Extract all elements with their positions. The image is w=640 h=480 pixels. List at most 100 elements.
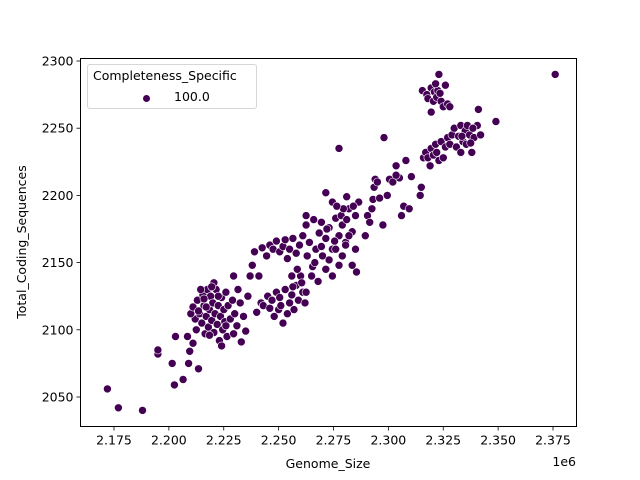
data-point [278, 318, 288, 328]
data-point [330, 236, 339, 246]
data-point [217, 341, 226, 351]
data-point [221, 287, 231, 297]
data-point [237, 337, 246, 347]
data-point [425, 161, 435, 171]
data-point [397, 211, 406, 220]
data-point [275, 293, 285, 302]
data-point [267, 295, 277, 305]
data-point [153, 345, 163, 355]
y-tick-label: 2100 [42, 322, 74, 337]
data-point [243, 291, 253, 301]
data-point [375, 193, 384, 203]
data-point [378, 220, 388, 230]
data-point [232, 321, 242, 331]
data-point [197, 318, 207, 328]
legend: Completeness_Specific 100.0 [87, 64, 257, 109]
data-point [229, 329, 238, 339]
data-point [298, 231, 308, 240]
data-point [491, 117, 501, 126]
data-point [373, 177, 382, 187]
data-point [295, 240, 304, 250]
data-point [265, 303, 275, 313]
data-point [401, 156, 411, 165]
data-point [241, 326, 250, 336]
data-point [457, 132, 467, 141]
data-point [205, 330, 214, 340]
data-point [467, 148, 477, 157]
data-point [280, 235, 290, 245]
legend-marker-icon [143, 95, 150, 102]
data-point [178, 375, 188, 384]
data-point [297, 278, 307, 288]
data-point [307, 271, 316, 281]
x-tick-label: 2.250 [261, 433, 297, 448]
data-point [280, 285, 290, 294]
data-point [415, 191, 425, 200]
y-tick-label: 2300 [42, 54, 74, 69]
data-point [438, 153, 448, 163]
data-point [391, 161, 401, 171]
data-point [230, 309, 239, 319]
data-point [272, 236, 281, 246]
data-point [214, 291, 223, 301]
data-point [334, 260, 344, 270]
data-point [342, 192, 352, 201]
data-point [332, 201, 342, 211]
data-point [250, 247, 259, 257]
data-point [199, 294, 209, 304]
data-point [194, 364, 203, 374]
data-point [170, 380, 179, 390]
data-point [348, 201, 358, 211]
data-point [292, 264, 302, 274]
x-tick-label: 2.375 [535, 433, 571, 448]
data-point [207, 282, 216, 292]
data-point [404, 204, 414, 214]
data-point [379, 133, 389, 142]
data-point [466, 138, 476, 148]
x-tick-label: 2.300 [370, 433, 406, 448]
data-point [360, 231, 370, 240]
data-point [432, 148, 442, 157]
data-point [302, 251, 312, 261]
data-point [344, 231, 354, 240]
data-point [324, 255, 334, 265]
x-tick-label: 2.200 [151, 433, 187, 448]
data-point [550, 70, 560, 79]
data-point [289, 305, 299, 314]
data-point [239, 312, 248, 321]
data-point [431, 79, 440, 89]
data-point [313, 277, 323, 286]
legend-entry-label: 100.0 [174, 89, 210, 104]
data-point [322, 224, 332, 234]
data-point [445, 102, 455, 111]
x-tick-label: 2.275 [316, 433, 352, 448]
data-point [416, 183, 426, 192]
data-point [229, 271, 238, 281]
x-tick-label: 2.225 [206, 433, 242, 448]
x-tick-label: 2.350 [480, 433, 516, 448]
data-point [283, 309, 292, 319]
data-point [317, 242, 326, 251]
data-point [434, 70, 444, 79]
data-point [441, 80, 450, 90]
data-point [248, 260, 257, 270]
data-point [114, 403, 123, 413]
data-point [301, 211, 311, 220]
data-point [288, 234, 298, 243]
data-point [352, 267, 361, 277]
data-point [321, 188, 331, 197]
x-axis-offset-label: 1e6 [552, 454, 576, 469]
data-point [194, 306, 203, 316]
data-point [262, 251, 271, 261]
data-point [138, 406, 147, 415]
data-point [283, 254, 292, 263]
data-point [171, 332, 180, 341]
data-point [310, 258, 320, 267]
x-axis-label: Genome_Size [286, 456, 371, 471]
data-point [341, 240, 350, 250]
data-point [331, 244, 341, 254]
data-point [291, 248, 301, 258]
data-point [235, 298, 245, 308]
data-point [321, 264, 331, 274]
data-point [233, 285, 243, 294]
